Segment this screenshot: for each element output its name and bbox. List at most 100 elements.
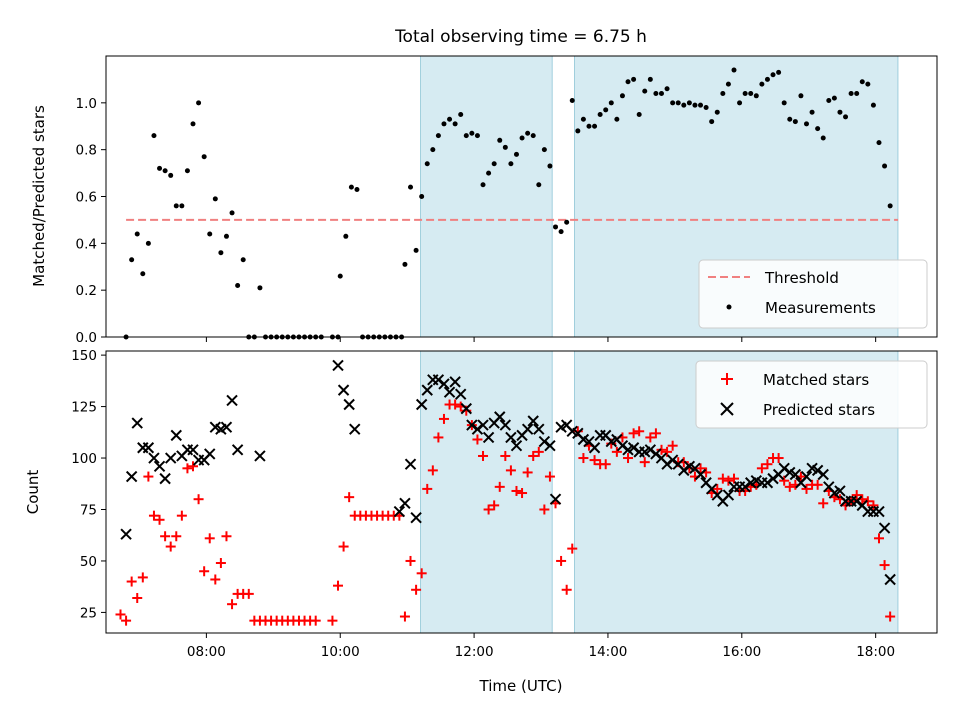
matched-point	[717, 473, 728, 484]
measurement-point	[859, 79, 865, 85]
measurement-point	[424, 161, 430, 167]
matched-point	[589, 455, 600, 466]
measurement-point	[348, 184, 354, 190]
measurement-point	[636, 112, 642, 118]
legend-measurements-label: Measurements	[765, 299, 876, 317]
measurement-point	[513, 151, 519, 157]
measurement-point	[474, 133, 480, 139]
measurement-point	[235, 282, 241, 288]
predicted-point	[722, 489, 735, 501]
predicted-point	[650, 448, 662, 460]
matched-point	[416, 568, 427, 579]
predicted-point	[432, 374, 445, 386]
top-y-tick-label: 0.0	[76, 330, 97, 346]
legend-matched-swatch	[721, 373, 733, 385]
matched-point	[611, 446, 622, 457]
predicted-point	[767, 472, 779, 485]
measurement-point	[145, 240, 151, 246]
predicted-point	[616, 439, 629, 452]
measurement-point	[725, 81, 731, 87]
matched-point	[500, 450, 511, 461]
predicted-point	[466, 419, 478, 431]
measurement-point	[441, 121, 447, 127]
measurement-point	[519, 135, 525, 141]
measurement-point	[642, 88, 648, 94]
matched-point	[779, 475, 790, 486]
matched-point	[494, 481, 505, 492]
matched-point	[215, 558, 226, 569]
measurement-point	[140, 271, 146, 277]
measurement-point	[798, 93, 804, 99]
matched-point	[199, 566, 210, 577]
measurement-point	[337, 273, 343, 279]
matched-point	[121, 615, 132, 626]
measurement-point	[625, 79, 631, 85]
measurement-point	[770, 72, 776, 78]
matched-point	[873, 533, 884, 544]
measurement-point	[530, 133, 536, 139]
measurement-point	[848, 90, 854, 96]
measurement-point	[854, 90, 860, 96]
measurement-point	[541, 147, 547, 153]
measurement-point	[343, 233, 349, 239]
matched-point	[422, 483, 433, 494]
chart-title: Total observing time = 6.75 h	[394, 27, 647, 47]
measurement-point	[196, 100, 202, 106]
predicted-point	[399, 497, 411, 510]
measurement-point	[452, 121, 458, 127]
measurement-point	[815, 126, 821, 132]
matched-point	[143, 471, 154, 482]
predicted-point	[226, 394, 238, 407]
predicted-point	[588, 442, 601, 454]
matched-stars-series	[115, 399, 896, 626]
measurement-point	[865, 81, 871, 87]
measurement-point	[692, 102, 698, 108]
matched-point	[628, 428, 639, 439]
measurement-point	[201, 154, 207, 160]
matched-point	[762, 459, 773, 470]
measurement-point	[843, 114, 849, 120]
top-y-tick-label: 0.8	[76, 143, 97, 159]
measurement-point	[408, 184, 414, 190]
matched-point	[171, 531, 182, 542]
measurement-point	[129, 257, 135, 263]
predicted-point	[438, 378, 450, 390]
measurement-point	[670, 100, 676, 106]
matched-point	[243, 588, 254, 599]
predicted-point	[678, 464, 690, 477]
predicted-point	[549, 493, 562, 505]
measurement-point	[469, 130, 475, 136]
measurement-point	[553, 224, 559, 230]
measurement-point	[419, 194, 425, 199]
matched-point	[132, 593, 143, 604]
matched-point	[756, 463, 767, 474]
top-shaded-interval-0	[420, 55, 553, 338]
measurement-point	[603, 107, 609, 113]
bottom-axes-frame	[105, 350, 938, 634]
measurement-point	[547, 163, 553, 169]
matched-point	[639, 457, 650, 468]
measurement-point	[887, 203, 893, 209]
matched-point	[405, 555, 416, 566]
predicted-point	[204, 448, 216, 460]
measurement-point	[502, 144, 508, 150]
measurement-point	[753, 93, 759, 99]
matched-point	[528, 450, 539, 461]
predicted-point	[148, 452, 160, 464]
legend-threshold-label: Threshold	[764, 269, 839, 287]
predicted-point	[850, 495, 863, 507]
predicted-point	[393, 505, 406, 518]
legend-measurements-swatch	[726, 304, 732, 310]
measurement-point	[647, 76, 653, 82]
measurement-point	[764, 76, 770, 82]
matched-point	[517, 488, 528, 499]
x-tick-label: 14:00	[588, 644, 627, 660]
matched-point	[728, 473, 739, 484]
measurement-point	[508, 161, 514, 167]
matched-point	[333, 580, 344, 591]
predicted-point	[789, 468, 802, 481]
measurement-point	[486, 170, 492, 176]
measurement-point	[586, 123, 592, 129]
matched-point	[556, 555, 567, 566]
